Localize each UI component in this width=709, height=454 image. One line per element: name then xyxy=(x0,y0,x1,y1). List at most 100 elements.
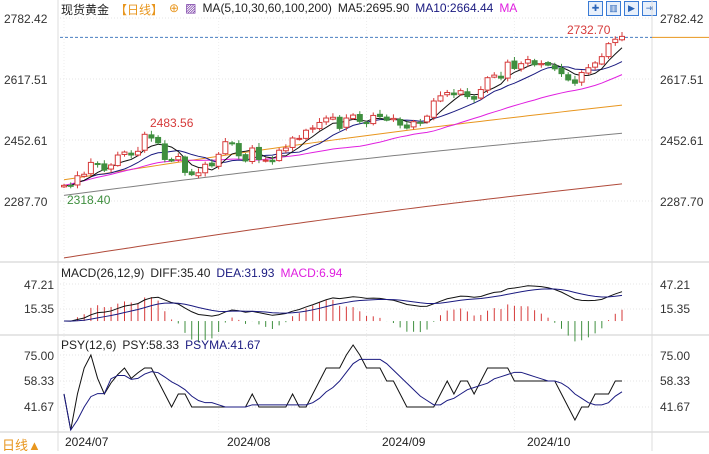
candle-down xyxy=(397,119,404,126)
psy-axis-label: 41.67 xyxy=(660,400,691,414)
main-header: 现货黄金 【日线】 ⊕ ▨ MA(5,10,30,60,100,200) MA5… xyxy=(61,1,517,18)
price-axis-label: 2452.61 xyxy=(660,134,704,148)
play-icon[interactable]: ▶ xyxy=(624,1,639,16)
ma-chart-icon[interactable]: ▨ xyxy=(185,1,197,15)
x-axis-label: 2024/10 xyxy=(527,435,571,449)
candle-down xyxy=(356,114,363,122)
candle-down xyxy=(363,121,370,125)
candle-up xyxy=(121,151,128,155)
macd-params: MACD(26,12,9) xyxy=(61,266,145,280)
price-axis-label: 2782.42 xyxy=(660,12,704,26)
ma10-value: MA10:2664.44 xyxy=(415,1,494,15)
dea-line xyxy=(63,288,623,322)
crosshair-icon[interactable]: ✚ xyxy=(588,1,603,16)
jump-end-icon[interactable]: ⇥ xyxy=(642,1,657,16)
macd-axis-label: 47.21 xyxy=(24,278,55,292)
candle-up xyxy=(430,100,437,118)
candle-down xyxy=(497,75,504,79)
candle-down xyxy=(269,159,276,163)
macd-axis-label: 47.21 xyxy=(660,278,691,292)
candle-down xyxy=(161,143,168,160)
x-axis-label: 2024/08 xyxy=(227,435,271,449)
candle-up xyxy=(289,137,296,148)
candle-up xyxy=(134,150,141,156)
price-axis-label: 2287.70 xyxy=(660,195,704,209)
candle-up xyxy=(276,149,283,162)
candle-down xyxy=(242,154,249,162)
psy-value: PSY:58.33 xyxy=(122,338,180,352)
candle-down xyxy=(148,134,155,139)
candle-up xyxy=(316,121,323,130)
candle-down xyxy=(545,62,552,66)
period-label[interactable]: 【日线】 xyxy=(115,3,164,17)
psy-axis-label: 58.33 xyxy=(24,374,55,388)
candle-down xyxy=(376,113,383,118)
candle-up xyxy=(87,161,94,175)
psy-header: PSY(12,6) PSY:58.33 PSYMA:41.67 xyxy=(61,338,260,352)
ma100-line xyxy=(63,132,623,196)
psy-axis-label: 75.00 xyxy=(660,349,691,363)
candle-up xyxy=(74,175,81,186)
candle-up xyxy=(309,127,316,130)
psy-axis-label: 58.33 xyxy=(660,374,691,388)
candle-up xyxy=(437,95,444,102)
candle-up xyxy=(605,43,612,58)
candle-down xyxy=(336,116,343,129)
candle-up xyxy=(114,154,121,167)
candle-up xyxy=(282,147,289,152)
candle-up xyxy=(592,62,599,68)
candle-down xyxy=(155,136,162,144)
candle-up xyxy=(222,141,229,155)
candle-up xyxy=(518,63,525,70)
candle-down xyxy=(531,60,538,66)
candle-up xyxy=(249,147,256,162)
period-toggle-button[interactable]: 日线▲ xyxy=(2,438,41,453)
candle-up xyxy=(215,153,222,167)
candle-up xyxy=(61,184,67,188)
candle-down xyxy=(208,162,215,167)
ma60-line xyxy=(63,104,623,181)
ma5-line xyxy=(63,47,623,187)
candle-up xyxy=(81,173,88,177)
candle-down xyxy=(94,163,101,166)
macd-axis-label: 15.35 xyxy=(24,302,55,316)
candle-down xyxy=(511,60,518,69)
candle-up xyxy=(484,77,491,91)
candle-up xyxy=(619,35,625,41)
candle-up xyxy=(262,159,269,162)
candle-up xyxy=(598,56,605,65)
candle-up xyxy=(410,121,417,128)
ma5-value: MA5:2695.90 xyxy=(337,1,410,15)
candle-up xyxy=(491,74,498,78)
macd-diff: DIFF:35.40 xyxy=(150,266,211,280)
psy-params: PSY(12,6) xyxy=(61,338,117,352)
macd-axis-label: 15.35 xyxy=(660,302,691,316)
candle-up xyxy=(350,114,357,120)
symbol-title: 现货黄金 xyxy=(61,3,110,17)
candle-down xyxy=(565,74,572,81)
candle-up xyxy=(303,129,310,139)
candle-down xyxy=(383,116,390,121)
ma-params: MA(5,10,30,60,100,200) xyxy=(202,1,332,15)
x-axis-label: 2024/07 xyxy=(65,435,109,449)
candle-down xyxy=(571,79,578,84)
candle-down xyxy=(235,143,242,157)
price-axis-label: 2287.70 xyxy=(4,195,48,209)
candle-down xyxy=(168,158,175,162)
macd-value: MACD:6.94 xyxy=(280,266,343,280)
candle-up xyxy=(578,72,585,83)
settings-icon[interactable]: ⊕ xyxy=(169,1,180,15)
psy-axis-label: 41.67 xyxy=(24,400,55,414)
price-axis-label: 2452.61 xyxy=(4,134,48,148)
candle-down xyxy=(551,65,558,70)
high-annotation: 2483.56 xyxy=(150,116,194,130)
zoom-icon[interactable]: ▥ xyxy=(606,1,621,16)
ma10-line xyxy=(63,61,623,187)
candle-up xyxy=(585,67,592,74)
price-axis-label: 2617.51 xyxy=(4,73,48,87)
candle-down xyxy=(417,121,424,124)
candle-down xyxy=(471,96,478,100)
price-axis-label: 2782.42 xyxy=(4,12,48,26)
candle-up xyxy=(175,156,182,161)
